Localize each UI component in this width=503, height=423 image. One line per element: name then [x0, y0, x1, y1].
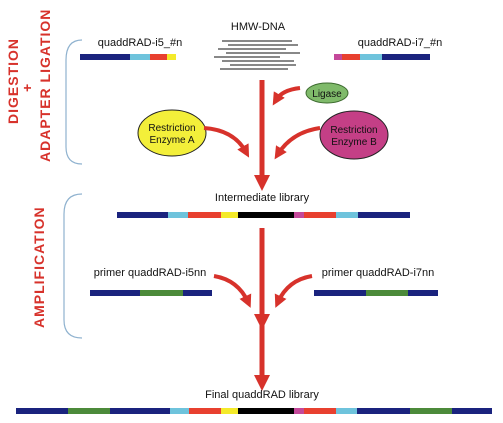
enzyme-b-label-line2: Enzyme B [331, 137, 377, 148]
ligase-curved-arrow [276, 88, 300, 100]
primer-i5-bar [90, 290, 212, 296]
final-library-bar [16, 408, 492, 414]
primer-i5-curved-arrow [214, 276, 248, 302]
adapter-i7-bar [334, 54, 430, 60]
enzyme-a-label-line2: Enzyme A [149, 135, 194, 146]
enzyme-a-label-line1: Restriction [148, 123, 195, 134]
hmw-dna-strands [214, 41, 300, 69]
amplification-bracket [64, 194, 82, 338]
primer-i5-label: primer quaddRAD-i5nn [94, 267, 207, 279]
enzyme-b-label-line1: Restriction [330, 125, 377, 136]
adapter-i5-label: quaddRAD-i5_#n [98, 37, 182, 49]
enzyme-a-curved-arrow [204, 128, 246, 152]
adapter-i5-bar [80, 54, 176, 60]
primer-i7-bar [314, 290, 438, 296]
intermediate-library-label: Intermediate library [215, 192, 310, 204]
enzyme-b-curved-arrow [278, 128, 320, 154]
ligation-bracket [66, 40, 82, 164]
final-library-label: Final quaddRAD library [205, 389, 319, 401]
intermediate-library-bar [117, 212, 410, 218]
hmw-dna-label: HMW-DNA [231, 21, 286, 33]
digestion-side-label: DIGESTION [5, 38, 21, 124]
amplification-side-label: AMPLIFICATION [31, 206, 47, 328]
plus-side-label: + [19, 83, 35, 92]
adapter-ligation-side-label: ADAPTER LIGATION [37, 9, 53, 162]
adapter-i7-label: quaddRAD-i7_#n [358, 37, 442, 49]
ligase-label: Ligase [312, 89, 342, 100]
primer-i7-label: primer quaddRAD-i7nn [322, 267, 435, 279]
primer-i7-curved-arrow [278, 276, 312, 302]
